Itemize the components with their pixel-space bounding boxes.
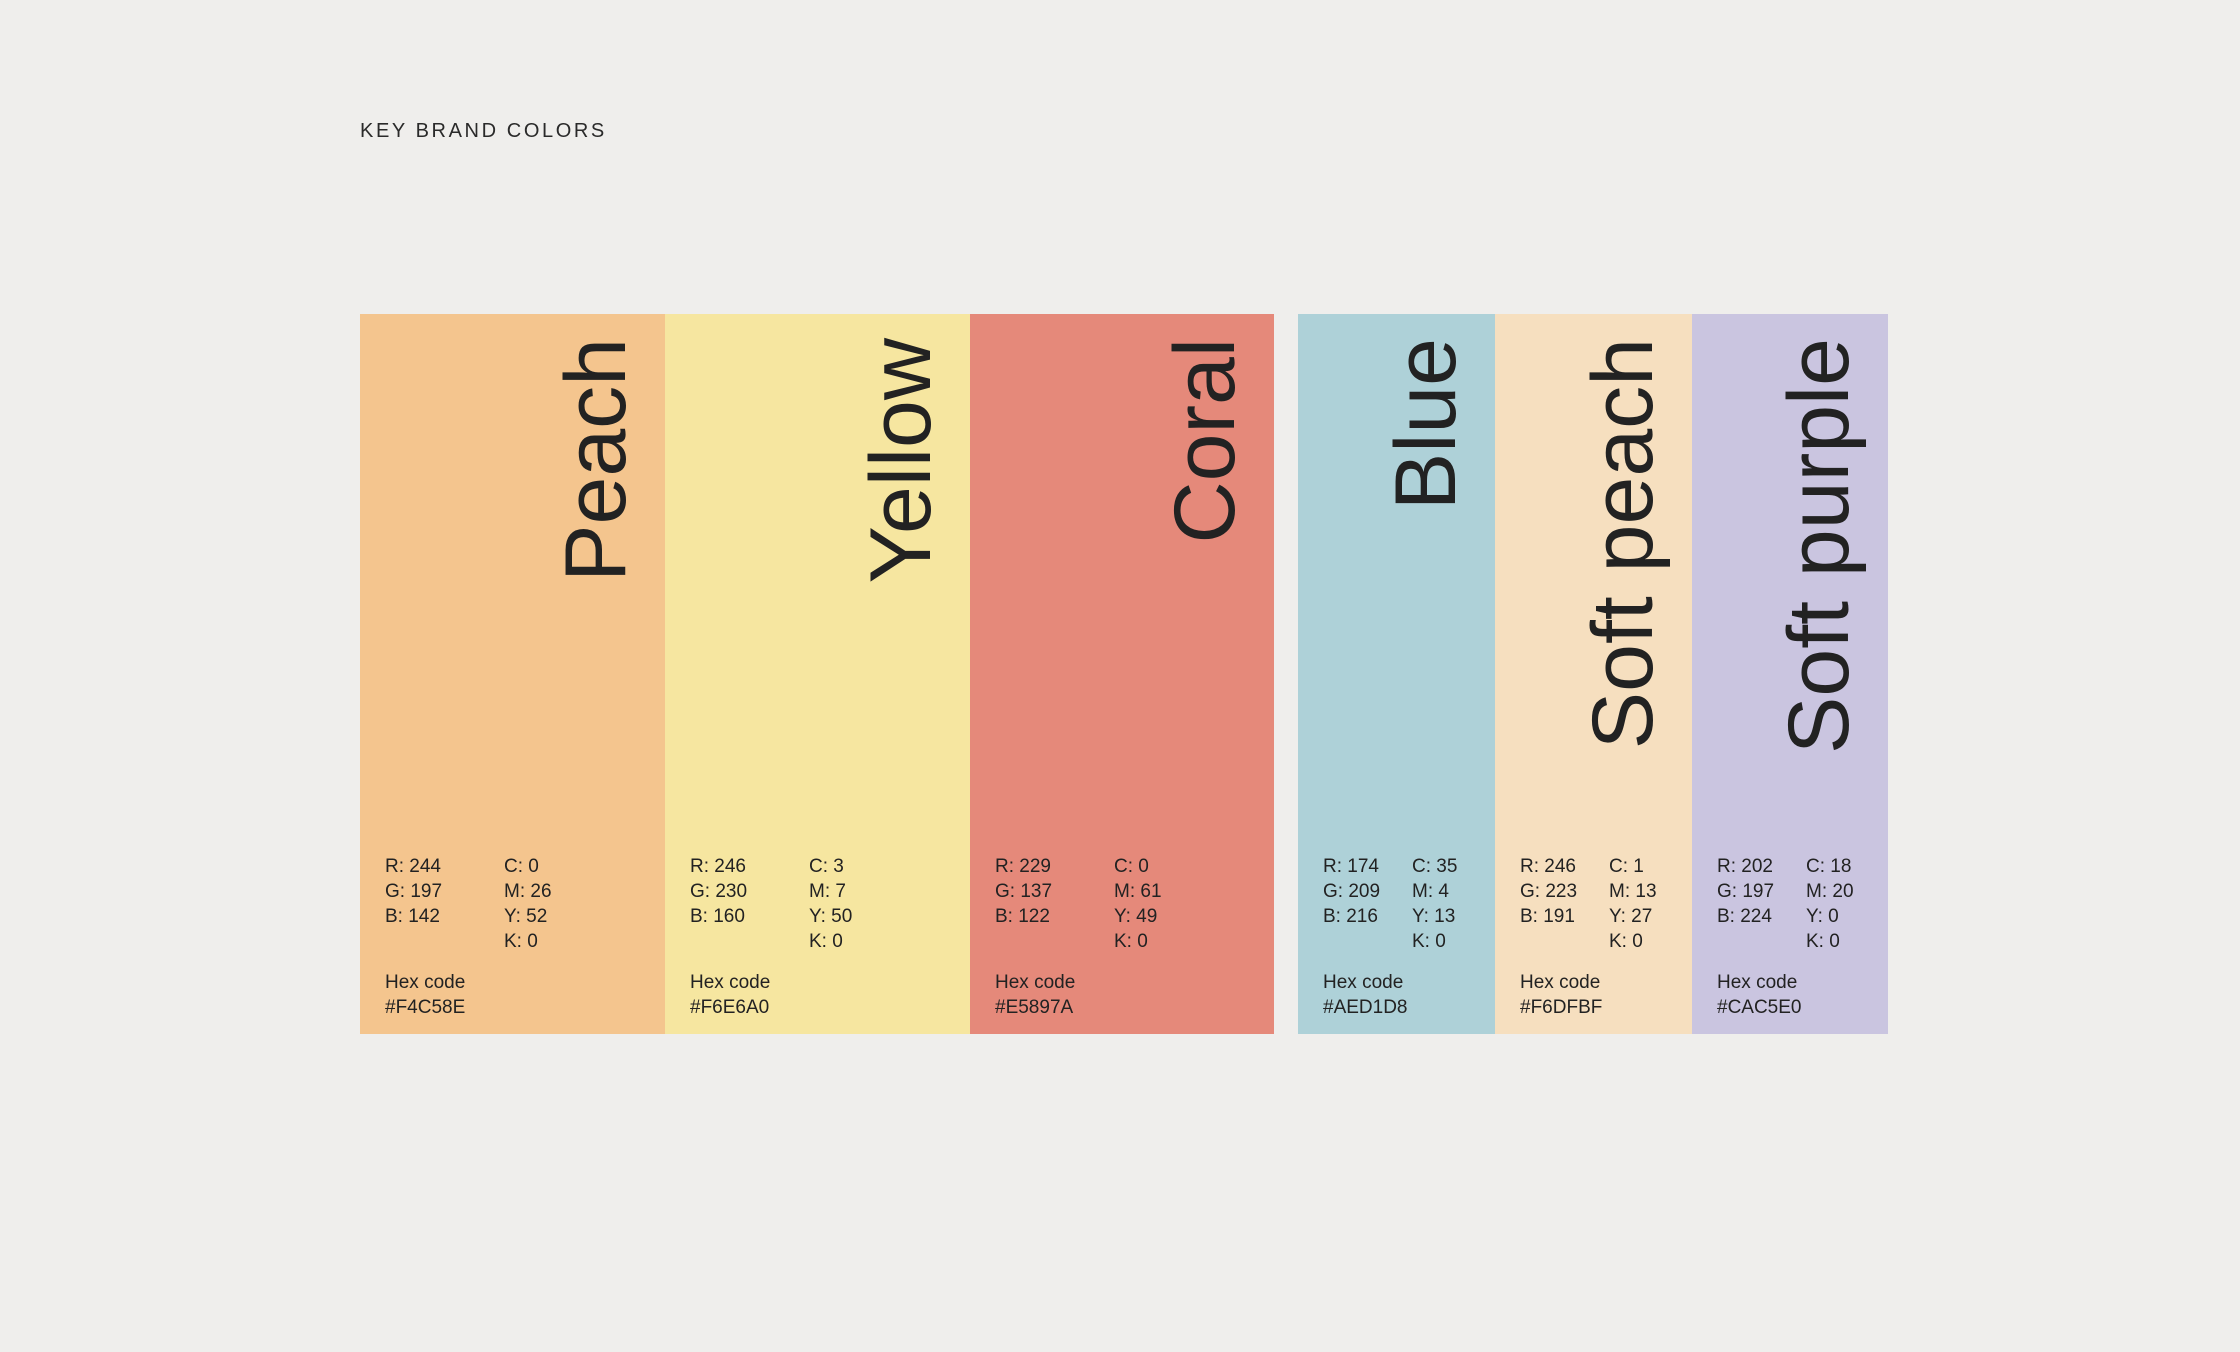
hex-block: Hex code #F4C58E [385,970,465,1020]
rgb-red: R: 246 [1520,856,1576,877]
hex-block: Hex code #AED1D8 [1323,970,1408,1020]
cmyk-values: C: 1 M: 13 Y: 27 K: 0 [1609,854,1657,954]
cmyk-cyan: C: 0 [1114,856,1149,877]
rgb-red: R: 202 [1717,856,1773,877]
rgb-values: R: 246 G: 223 B: 191 [1520,854,1609,954]
color-values: R: 229 G: 137 B: 122 C: 0 M: 61 Y: 49 K:… [995,854,1162,954]
rgb-values: R: 244 G: 197 B: 142 [385,854,504,954]
hex-block: Hex code #CAC5E0 [1717,970,1802,1020]
cmyk-cyan: C: 0 [504,856,539,877]
cmyk-key: K: 0 [1412,931,1446,952]
rgb-blue: B: 216 [1323,906,1378,927]
cmyk-values: C: 35 M: 4 Y: 13 K: 0 [1412,854,1457,954]
hex-label: Hex code [690,972,771,993]
rgb-values: R: 246 G: 230 B: 160 [690,854,809,954]
cmyk-cyan: C: 35 [1412,856,1458,877]
swatch-soft-purple: Soft purple R: 202 G: 197 B: 224 C: 18 M… [1692,314,1888,1034]
color-values: R: 246 G: 230 B: 160 C: 3 M: 7 Y: 50 K: … [690,854,852,954]
cmyk-values: C: 0 M: 26 Y: 52 K: 0 [504,854,552,954]
rgb-values: R: 229 G: 137 B: 122 [995,854,1114,954]
rgb-blue: B: 224 [1717,906,1772,927]
hex-label: Hex code [1717,972,1798,993]
hex-value: #F4C58E [385,997,466,1018]
rgb-green: G: 209 [1323,881,1381,902]
cmyk-key: K: 0 [1114,931,1148,952]
rgb-green: G: 137 [995,881,1053,902]
cmyk-key: K: 0 [1806,931,1840,952]
hex-value: #F6DFBF [1520,997,1603,1018]
cmyk-cyan: C: 3 [809,856,844,877]
rgb-red: R: 246 [690,856,746,877]
cmyk-yellow: Y: 13 [1412,906,1456,927]
swatch-peach: Peach R: 244 G: 197 B: 142 C: 0 M: 26 Y:… [360,314,665,1034]
color-values: R: 202 G: 197 B: 224 C: 18 M: 20 Y: 0 K:… [1717,854,1854,954]
rgb-blue: B: 142 [385,906,440,927]
color-values: R: 244 G: 197 B: 142 C: 0 M: 26 Y: 52 K:… [385,854,552,954]
rgb-red: R: 174 [1323,856,1379,877]
swatch-soft-peach: Soft peach R: 246 G: 223 B: 191 C: 1 M: … [1495,314,1692,1034]
hex-label: Hex code [385,972,466,993]
hex-label: Hex code [1520,972,1601,993]
cmyk-yellow: Y: 27 [1609,906,1653,927]
page-title: KEY BRAND COLORS [360,120,607,142]
hex-value: #F6E6A0 [690,997,770,1018]
rgb-green: G: 223 [1520,881,1578,902]
cmyk-yellow: Y: 52 [504,906,548,927]
rgb-red: R: 244 [385,856,441,877]
rgb-green: G: 197 [385,881,443,902]
cmyk-magenta: M: 20 [1806,881,1854,902]
cmyk-magenta: M: 26 [504,881,552,902]
cmyk-cyan: C: 18 [1806,856,1852,877]
cmyk-key: K: 0 [809,931,843,952]
color-name: Soft purple [1771,338,1867,754]
hex-value: #AED1D8 [1323,997,1408,1018]
color-name: Yellow [853,338,949,584]
swatch-coral: Coral R: 229 G: 137 B: 122 C: 0 M: 61 Y:… [970,314,1274,1034]
hex-block: Hex code #F6E6A0 [690,970,770,1020]
rgb-values: R: 202 G: 197 B: 224 [1717,854,1806,954]
color-name: Peach [548,338,644,582]
rgb-red: R: 229 [995,856,1051,877]
color-name: Blue [1378,338,1474,511]
swatch-blue: Blue R: 174 G: 209 B: 216 C: 35 M: 4 Y: … [1298,314,1495,1034]
hex-block: Hex code #E5897A [995,970,1075,1020]
hex-value: #E5897A [995,997,1074,1018]
rgb-blue: B: 160 [690,906,745,927]
color-values: R: 246 G: 223 B: 191 C: 1 M: 13 Y: 27 K:… [1520,854,1657,954]
cmyk-magenta: M: 61 [1114,881,1162,902]
swatch-yellow: Yellow R: 246 G: 230 B: 160 C: 3 M: 7 Y:… [665,314,970,1034]
cmyk-yellow: Y: 0 [1806,906,1839,927]
rgb-values: R: 174 G: 209 B: 216 [1323,854,1412,954]
cmyk-key: K: 0 [504,931,538,952]
rgb-green: G: 230 [690,881,748,902]
cmyk-values: C: 18 M: 20 Y: 0 K: 0 [1806,854,1854,954]
cmyk-magenta: M: 7 [809,881,846,902]
rgb-blue: B: 191 [1520,906,1575,927]
hex-label: Hex code [1323,972,1404,993]
rgb-green: G: 197 [1717,881,1775,902]
cmyk-yellow: Y: 50 [809,906,853,927]
cmyk-yellow: Y: 49 [1114,906,1158,927]
color-name: Soft peach [1575,338,1671,750]
cmyk-key: K: 0 [1609,931,1643,952]
cmyk-values: C: 0 M: 61 Y: 49 K: 0 [1114,854,1162,954]
cmyk-values: C: 3 M: 7 Y: 50 K: 0 [809,854,852,954]
color-values: R: 174 G: 209 B: 216 C: 35 M: 4 Y: 13 K:… [1323,854,1457,954]
hex-label: Hex code [995,972,1076,993]
cmyk-magenta: M: 4 [1412,881,1449,902]
color-name: Coral [1157,338,1253,544]
cmyk-magenta: M: 13 [1609,881,1657,902]
cmyk-cyan: C: 1 [1609,856,1644,877]
rgb-blue: B: 122 [995,906,1050,927]
hex-block: Hex code #F6DFBF [1520,970,1602,1020]
hex-value: #CAC5E0 [1717,997,1802,1018]
